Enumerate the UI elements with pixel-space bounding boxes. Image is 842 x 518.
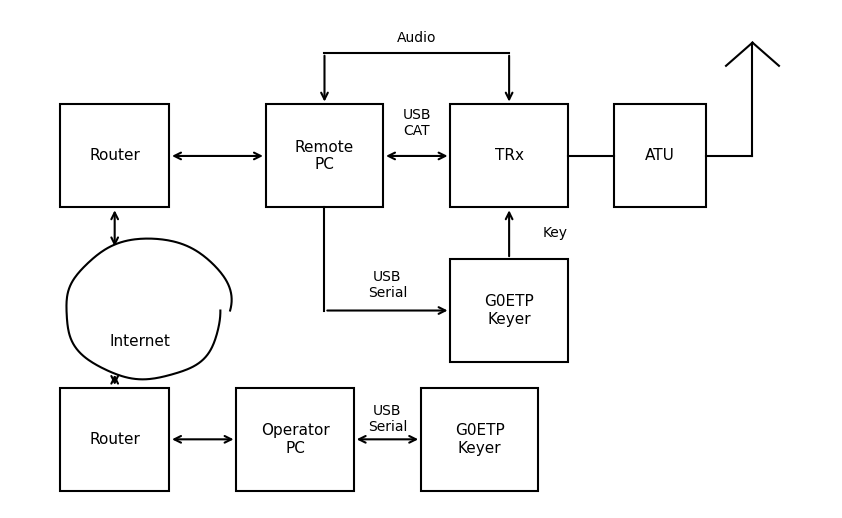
Text: Remote
PC: Remote PC xyxy=(295,140,354,172)
Bar xyxy=(614,105,706,208)
Text: USB
Serial: USB Serial xyxy=(368,404,408,434)
Text: G0ETP
Keyer: G0ETP Keyer xyxy=(455,423,504,455)
Bar xyxy=(450,105,568,208)
Text: USB
Serial: USB Serial xyxy=(368,270,408,300)
Bar xyxy=(450,259,568,362)
Text: Router: Router xyxy=(89,149,140,164)
Bar xyxy=(266,105,383,208)
Text: Key: Key xyxy=(543,226,568,240)
Bar xyxy=(421,388,539,491)
Text: G0ETP
Keyer: G0ETP Keyer xyxy=(484,294,534,327)
Text: TRx: TRx xyxy=(494,149,524,164)
Bar xyxy=(60,105,169,208)
Text: ATU: ATU xyxy=(645,149,675,164)
Text: Audio: Audio xyxy=(397,31,436,45)
Text: USB
CAT: USB CAT xyxy=(402,108,431,138)
Text: Operator
PC: Operator PC xyxy=(261,423,329,455)
Text: Internet: Internet xyxy=(109,334,170,349)
Bar xyxy=(60,388,169,491)
Text: Router: Router xyxy=(89,432,140,447)
Bar xyxy=(237,388,354,491)
